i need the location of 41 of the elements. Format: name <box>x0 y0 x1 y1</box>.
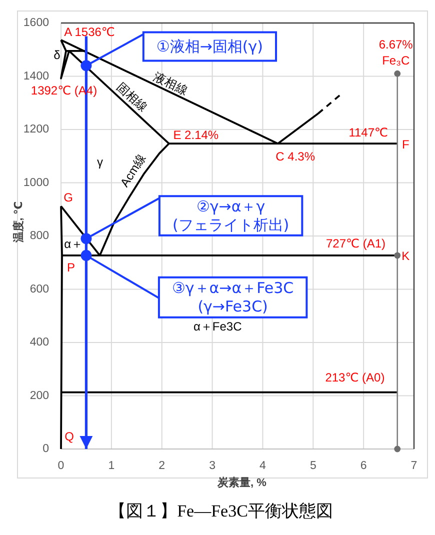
y-tick-label: 200 <box>30 390 49 402</box>
annotation: 1147℃ <box>348 126 388 140</box>
annotation: P <box>67 260 76 274</box>
y-tick-label: 400 <box>30 336 49 348</box>
annotation: E 2.14% <box>173 128 219 142</box>
annotation: Q <box>64 430 74 444</box>
text: 固相線 <box>114 80 150 115</box>
x-tick-label: 3 <box>209 460 216 472</box>
x-tick-label: 7 <box>410 460 418 472</box>
y-tick-label: 1400 <box>23 70 49 82</box>
x-axis-title: 炭素量, % <box>216 476 267 489</box>
y-tick-label: 800 <box>30 230 49 242</box>
annotation: F <box>402 137 410 152</box>
annotation: 727℃ (A1) <box>326 236 386 250</box>
text: 液相線 <box>151 69 190 98</box>
text: 【図１】Fe—Fe3C平衡状態図 <box>109 502 333 520</box>
y-axis-title: 温度, ℃ <box>12 201 25 244</box>
annotation: ②γ→α＋γ (フェライト析出) <box>172 198 290 234</box>
annotation: 6.67% Fe₃C <box>378 38 414 68</box>
x-tick-label: 0 <box>58 460 64 472</box>
y-tick-label: 1200 <box>23 124 49 136</box>
annotation: ①液相→固相(γ) <box>156 38 264 56</box>
annotation: C 4.3% <box>276 150 316 164</box>
y-tick-label: 600 <box>30 283 49 296</box>
x-tick-label: 5 <box>310 460 316 472</box>
x-tick-label: 2 <box>158 460 166 472</box>
annotation: γ <box>97 155 103 169</box>
annotation: 213℃ (A0) <box>325 370 385 385</box>
x-tick-label: 1 <box>108 460 115 472</box>
annotation: ③γ＋α→α＋Fe3C (γ→Fe3C) <box>172 279 294 316</box>
annotation: K <box>402 249 410 264</box>
annotation: A 1536℃ <box>64 25 115 40</box>
x-tick-label: 6 <box>360 460 367 472</box>
annotation: δ <box>54 48 61 62</box>
annotation: G <box>64 190 73 205</box>
x-tick-label: 4 <box>260 460 267 472</box>
y-tick-label: 1600 <box>23 17 49 29</box>
y-tick-label: 1000 <box>23 176 49 189</box>
y-tick-label: 0 <box>42 443 49 455</box>
annotation: α＋Fe3C <box>193 320 242 334</box>
annotation: α＋ <box>64 237 84 251</box>
